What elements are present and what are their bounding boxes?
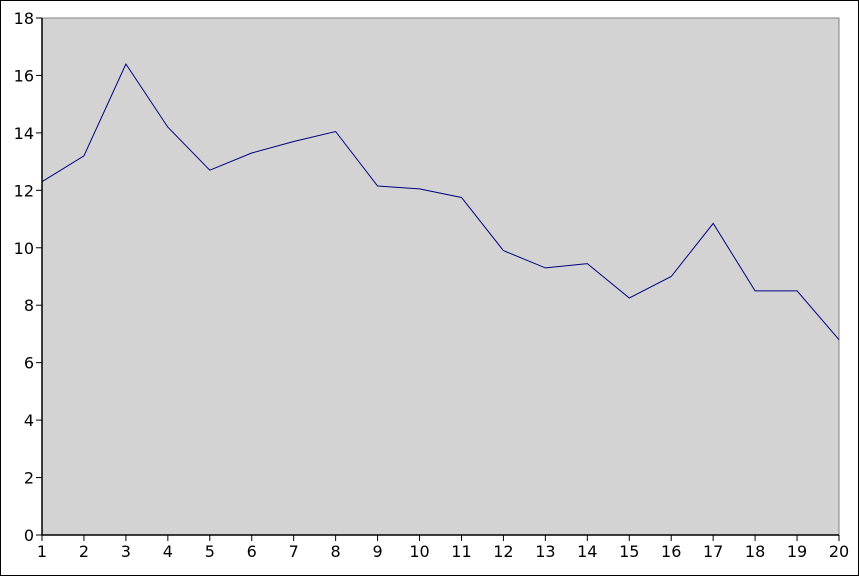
x-tick-label: 13 xyxy=(535,542,555,561)
x-axis: 1 2 3 4 5 6 7 8 9 10 11 12 13 14 15 16 17 18 19 20 xyxy=(37,535,849,561)
x-tick-label: 15 xyxy=(619,542,639,561)
y-tick-label: 16 xyxy=(14,66,34,85)
x-tick-label: 10 xyxy=(409,542,429,561)
data-point xyxy=(167,126,169,128)
data-point xyxy=(419,188,421,190)
data-point xyxy=(125,63,127,65)
x-tick-label: 14 xyxy=(577,542,597,561)
x-tick-label: 18 xyxy=(745,542,765,561)
x-tick-label: 19 xyxy=(787,542,807,561)
data-point xyxy=(293,141,295,143)
y-tick-label: 14 xyxy=(14,124,34,143)
data-point xyxy=(670,276,672,278)
y-tick-label: 8 xyxy=(24,296,34,315)
y-tick-label: 0 xyxy=(24,526,34,545)
y-tick-label: 2 xyxy=(24,469,34,488)
x-tick-label: 2 xyxy=(79,542,89,561)
y-tick-label: 18 xyxy=(14,9,34,28)
data-point xyxy=(502,250,504,252)
y-axis: 0 2 4 6 8 10 12 14 16 18 xyxy=(14,9,42,545)
data-point xyxy=(335,130,337,132)
x-tick-label: 5 xyxy=(205,542,215,561)
plot-area xyxy=(41,17,840,536)
x-tick-label: 1 xyxy=(37,542,47,561)
x-tick-label: 16 xyxy=(661,542,681,561)
data-point xyxy=(586,263,588,265)
x-tick-label: 20 xyxy=(829,542,849,561)
y-tick-label: 10 xyxy=(14,239,34,258)
data-point xyxy=(838,339,840,341)
x-tick-label: 3 xyxy=(121,542,131,561)
data-point xyxy=(83,155,85,157)
x-tick-label: 8 xyxy=(331,542,341,561)
data-point xyxy=(712,222,714,224)
data-point xyxy=(377,185,379,187)
y-tick-label: 4 xyxy=(24,411,34,430)
data-point xyxy=(251,152,253,154)
x-tick-label: 6 xyxy=(247,542,257,561)
y-tick-label: 12 xyxy=(14,181,34,200)
x-tick-label: 12 xyxy=(493,542,513,561)
series-line xyxy=(41,62,840,341)
data-point xyxy=(460,197,462,199)
y-tick-label: 6 xyxy=(24,354,34,373)
data-point xyxy=(628,297,630,299)
data-point xyxy=(796,290,798,292)
x-tick-label: 4 xyxy=(163,542,173,561)
data-point xyxy=(754,290,756,292)
x-tick-label: 11 xyxy=(451,542,471,561)
x-tick-label: 17 xyxy=(703,542,723,561)
x-tick-label: 9 xyxy=(372,542,382,561)
data-point xyxy=(544,267,546,269)
data-point xyxy=(209,169,211,171)
x-tick-label: 7 xyxy=(289,542,299,561)
